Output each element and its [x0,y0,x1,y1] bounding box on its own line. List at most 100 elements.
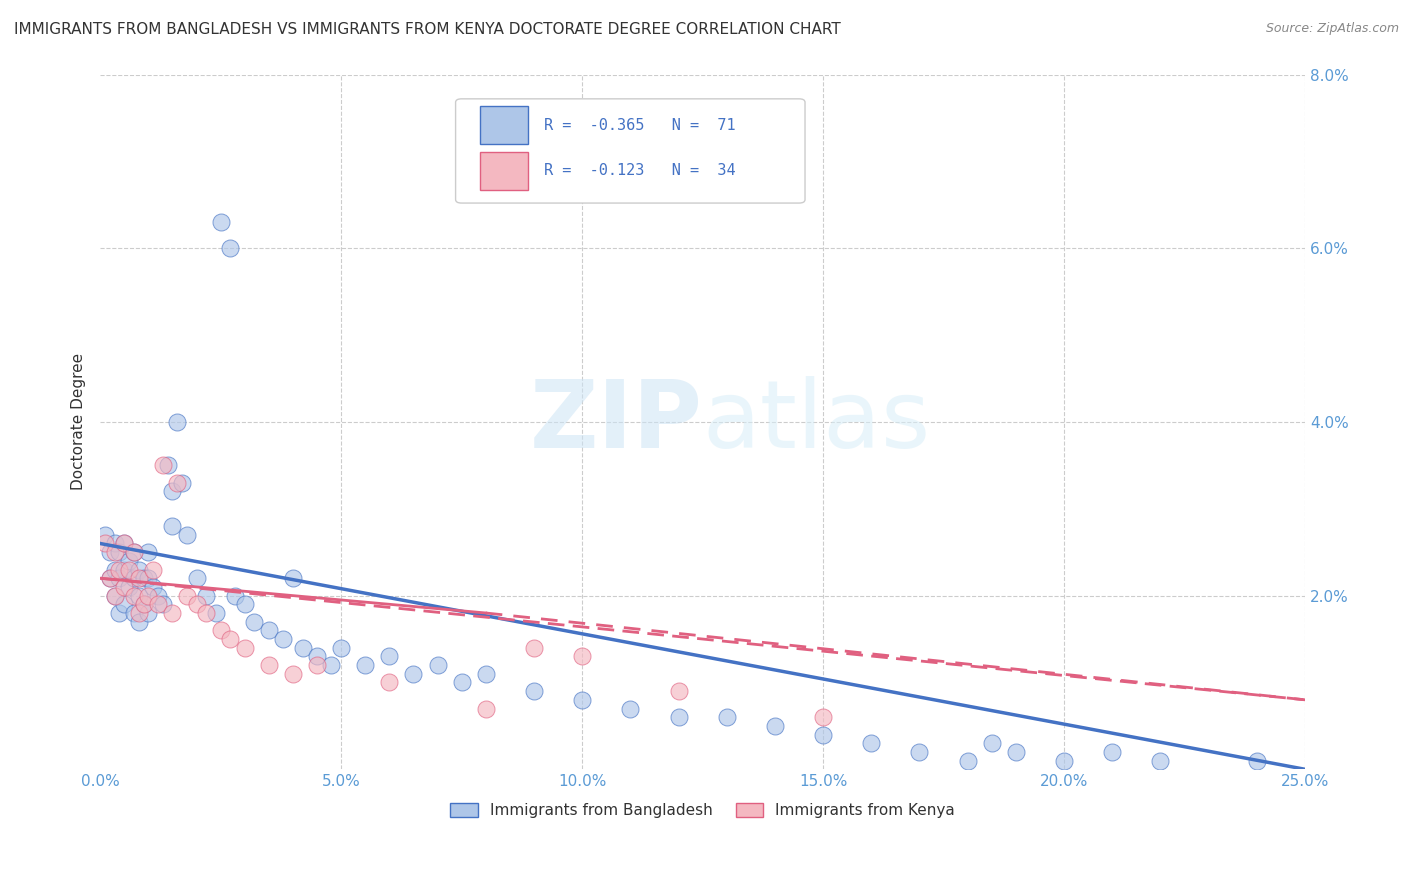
Point [98,545,121,559]
Point [103,536,125,550]
Point [103,563,125,577]
Point [811,710,834,724]
Text: Source: ZipAtlas.com: Source: ZipAtlas.com [1265,22,1399,36]
Point [281,666,304,681]
Point [523,684,546,698]
Point [94,528,117,542]
FancyBboxPatch shape [479,152,527,190]
Point [1053,754,1076,768]
Point [354,658,377,673]
Point [103,545,125,559]
Point [98,571,121,585]
Point [908,745,931,759]
Text: R =  -0.123   N =  34: R = -0.123 N = 34 [544,163,735,178]
Point [128,563,150,577]
Point [118,554,141,568]
Point [132,597,155,611]
Point [305,649,328,664]
Point [271,632,294,646]
Point [195,606,218,620]
Point [142,563,165,577]
Point [112,563,135,577]
Point [122,545,145,559]
Point [619,701,641,715]
Point [166,475,188,490]
Point [204,606,226,620]
Point [94,536,117,550]
Point [186,597,208,611]
Point [108,563,131,577]
Point [176,528,198,542]
Point [233,640,256,655]
Point [571,693,593,707]
Point [209,624,232,638]
Point [402,666,425,681]
Point [763,719,786,733]
Point [330,640,353,655]
Point [146,589,169,603]
Point [142,580,165,594]
Point [811,728,834,742]
Point [176,589,198,603]
Text: atlas: atlas [703,376,931,468]
Point [132,597,155,611]
Point [152,458,174,473]
Point [128,606,150,620]
Point [108,606,131,620]
Point [716,710,738,724]
Point [378,675,401,690]
Y-axis label: Doctorate Degree: Doctorate Degree [72,353,86,491]
Point [1149,754,1171,768]
Point [257,624,280,638]
Point [668,710,690,724]
Point [378,649,401,664]
Point [128,589,150,603]
Point [523,640,546,655]
FancyBboxPatch shape [479,106,527,145]
Point [186,571,208,585]
Point [112,597,135,611]
Point [980,736,1002,750]
Point [122,606,145,620]
Point [162,606,184,620]
Point [98,571,121,585]
Point [112,536,135,550]
Point [103,589,125,603]
Point [152,597,174,611]
Point [474,666,496,681]
Point [257,658,280,673]
Point [122,571,145,585]
Point [108,571,131,585]
Point [219,241,242,255]
Point [136,589,159,603]
Point [321,658,343,673]
Text: R =  -0.365   N =  71: R = -0.365 N = 71 [544,118,735,133]
Point [170,475,193,490]
Point [1101,745,1123,759]
Legend: Immigrants from Bangladesh, Immigrants from Kenya: Immigrants from Bangladesh, Immigrants f… [444,797,962,824]
Point [156,458,179,473]
Point [474,701,496,715]
Point [209,215,232,229]
Point [112,536,135,550]
Point [122,545,145,559]
Point [224,589,246,603]
Point [571,649,593,664]
Point [166,415,188,429]
Point [136,606,159,620]
Point [233,597,256,611]
FancyBboxPatch shape [456,99,806,203]
Point [112,580,135,594]
Point [146,597,169,611]
Point [128,571,150,585]
Point [668,684,690,698]
Point [1246,754,1268,768]
Point [305,658,328,673]
Point [281,571,304,585]
Point [956,754,979,768]
Point [122,589,145,603]
Point [1005,745,1028,759]
Point [219,632,242,646]
Point [108,545,131,559]
Point [132,571,155,585]
